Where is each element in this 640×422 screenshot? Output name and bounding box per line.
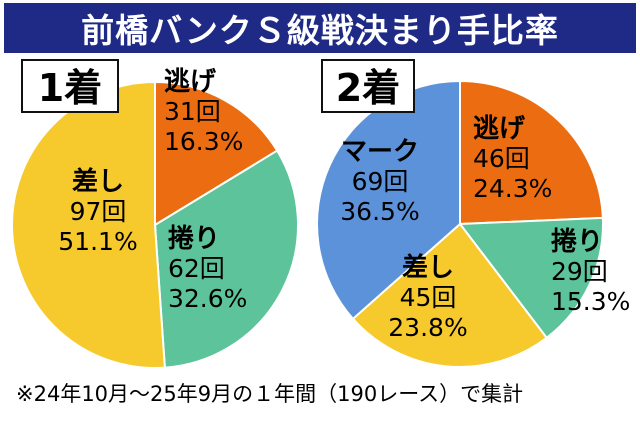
title-bar: 前橋バンクＳ級戦決まり手比率 xyxy=(4,3,636,53)
slice-sashi xyxy=(351,222,549,368)
label-makuri-name: 捲り xyxy=(168,224,220,254)
label-nige-count: 46回 xyxy=(473,144,530,173)
badge-2nd-label: 2着 xyxy=(336,66,400,110)
label-makuri-count: 62回 xyxy=(168,254,225,283)
chart-title: 前橋バンクＳ級戦決まり手比率 xyxy=(81,11,559,50)
label-sashi-count: 97回 xyxy=(70,197,127,226)
label-mark-count: 69回 xyxy=(352,167,409,196)
label-nige-name: 逃げ xyxy=(473,114,526,144)
label-nige-name: 逃げ xyxy=(164,67,217,97)
label-sashi-name: 差し xyxy=(402,252,454,283)
slice-makuri xyxy=(458,216,604,340)
badge-2nd-box xyxy=(321,59,415,113)
badge-2nd: 2着 xyxy=(321,59,415,113)
label-makuri-name: 捲り xyxy=(551,227,603,257)
label-makuri-percent: 15.3% xyxy=(551,287,630,316)
label-nige-count: 31回 xyxy=(164,97,221,126)
label-nige-percent: 24.3% xyxy=(473,174,552,203)
footnote: ※24年10月～25年9月の１年間（190レース）で集計 xyxy=(16,382,524,406)
badge-1st: 1着 xyxy=(21,59,119,113)
slice-nige xyxy=(154,80,279,227)
badge-1st-label: 1着 xyxy=(38,66,102,110)
badge-1st-box xyxy=(21,59,119,113)
label-makuri-percent: 32.6% xyxy=(168,284,247,313)
label-mark-name: マーク xyxy=(341,137,419,167)
label-sashi-count: 45回 xyxy=(400,283,457,312)
label-mark-percent: 36.5% xyxy=(340,197,419,226)
label-sashi-percent: 23.8% xyxy=(388,313,467,342)
label-nige-percent: 16.3% xyxy=(164,127,243,156)
label-sashi-name: 差し xyxy=(72,166,124,197)
label-makuri-count: 29回 xyxy=(551,257,608,286)
slice-mark xyxy=(316,79,461,321)
label-sashi-percent: 51.1% xyxy=(58,227,137,256)
slice-nige xyxy=(459,79,604,226)
slice-makuri xyxy=(153,149,300,369)
